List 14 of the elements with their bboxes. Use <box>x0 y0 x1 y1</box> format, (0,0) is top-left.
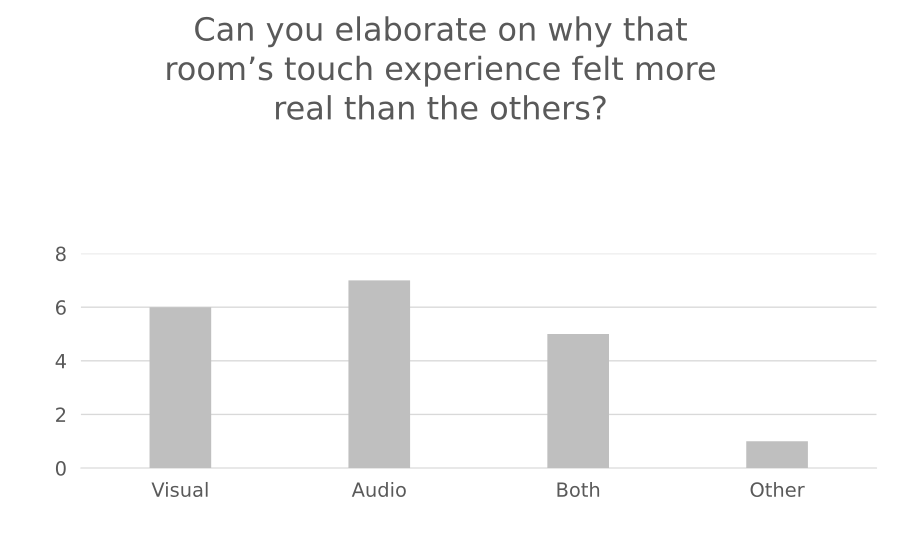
bar <box>746 441 808 468</box>
y-tick-label: 6 <box>56 300 66 315</box>
x-tick-label: Both <box>557 482 600 498</box>
y-tick-label: 2 <box>56 407 66 422</box>
chart-title: Can you elaborate on why that room’s touch experience felt more real than the others? <box>167 16 715 120</box>
y-tick-label: 8 <box>56 246 66 262</box>
y-tick-label: 0 <box>56 461 66 476</box>
bar <box>150 307 212 468</box>
bar <box>547 334 609 468</box>
x-tick-label: Audio <box>352 482 406 498</box>
x-tick-label: Visual <box>151 482 208 498</box>
y-tick-label: 4 <box>56 354 66 368</box>
x-tick-label: Other <box>750 482 805 498</box>
bar <box>348 280 410 468</box>
